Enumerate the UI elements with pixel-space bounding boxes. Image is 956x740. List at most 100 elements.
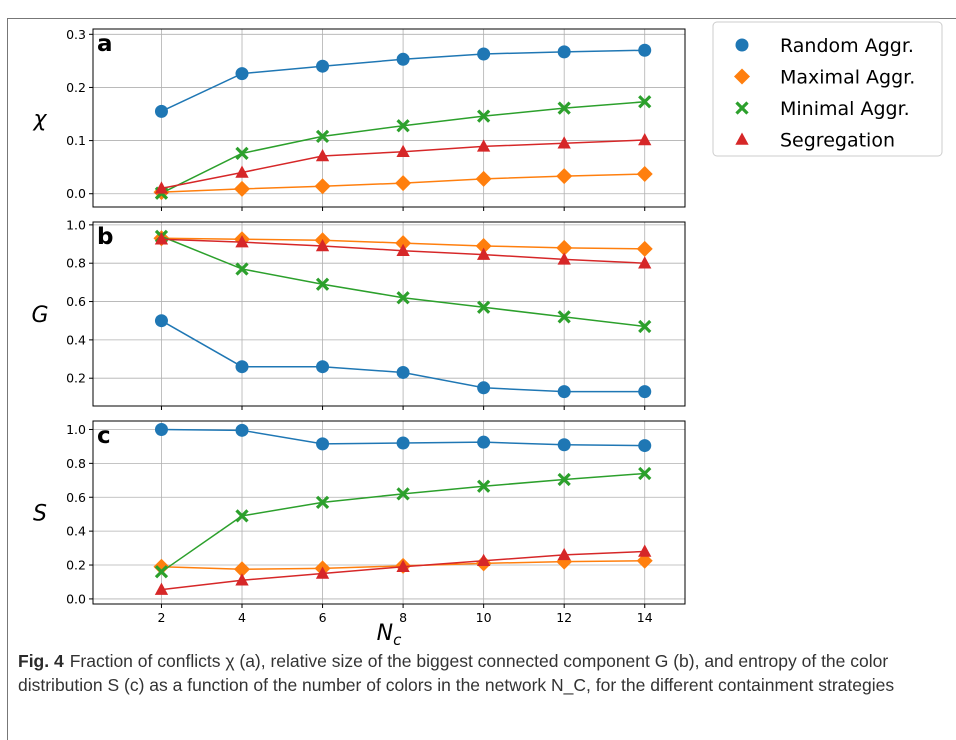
data-point-segregation [638,133,652,146]
legend-marker-minimal [735,101,749,115]
data-point-segregation [396,243,410,256]
y-tick-label: 0.6 [66,490,86,505]
data-point-segregation [557,136,571,149]
data-point-minimal [638,95,652,109]
y-tick-label: 0.2 [66,371,86,386]
data-point-random [477,47,491,61]
x-tick-label: 10 [476,610,492,625]
data-point-segregation [638,256,652,269]
data-point-minimal [154,565,169,579]
data-point-random [638,385,652,399]
data-point-segregation [476,139,491,152]
data-point-minimal [315,129,330,143]
legend: Random Aggr. Maximal Aggr. Minimal Aggr. Se… [712,21,943,157]
legend-item-minimal: Minimal Aggr. [735,98,910,120]
y-tick-label: 0.4 [66,524,86,539]
data-point-minimal [638,466,652,481]
caption-figure-label: Fig. 4 [18,651,64,671]
data-point-random [477,435,491,449]
data-point-random [154,422,168,436]
data-point-minimal [557,310,571,324]
legend-marker-segregation [735,132,749,145]
legend-label-segregation: Segregation [780,130,895,152]
data-point-segregation [476,247,491,260]
panel-label: c [97,423,111,449]
data-point-maximal [153,558,170,575]
data-point-random [557,438,571,452]
data-point-random [638,43,652,57]
y-tick-label: 0.8 [66,256,86,271]
data-point-random [316,59,330,73]
data-point-segregation [315,238,330,252]
data-point-random [396,365,410,379]
data-point-minimal [477,109,491,123]
data-point-minimal [477,479,491,493]
x-tick-label: 4 [238,610,246,625]
data-point-maximal [395,175,412,192]
data-point-maximal [475,170,492,187]
data-point-random [396,436,410,450]
y-tick-label: 0.0 [66,591,86,606]
data-point-segregation [557,252,571,265]
data-point-maximal [314,178,331,195]
data-point-maximal [636,166,653,183]
data-point-minimal [315,495,330,509]
y-tick-label: 1.0 [66,217,86,232]
data-point-segregation [396,559,410,572]
data-point-segregation [154,232,169,245]
data-point-minimal [477,300,491,314]
data-point-maximal [234,561,251,578]
y-tick-label: 0.2 [66,80,86,95]
data-point-random [154,314,168,328]
data-point-random [235,423,249,437]
data-point-random [557,385,571,399]
caption-text: Fraction of conflicts χ (a), relative si… [18,651,895,695]
data-point-maximal [234,180,251,197]
panel-label: a [97,31,113,57]
legend-item-segregation: Segregation [735,130,895,152]
data-point-maximal [556,239,573,256]
data-point-maximal [636,240,653,257]
chart-canvas: 0.0 0.1 0.2 0.3 a χ 0.2 0.4 0.6 0.8 1.0 b G 0.0 0.2 0.4… [31,21,943,649]
data-point-minimal [396,487,410,501]
y-tick-label: 0.6 [66,294,86,309]
data-point-random [235,67,249,81]
legend-label-maximal: Maximal Aggr. [780,67,915,89]
data-point-segregation [235,235,249,248]
figure-frame-top-border [7,18,956,19]
legend-item-random: Random Aggr. [735,35,914,57]
data-point-maximal [395,235,412,252]
data-point-random [235,360,249,374]
y-axis-label: S [33,502,47,527]
panel-c: 0.0 0.2 0.4 0.6 0.8 1.0 2 4 6 8 10 12 14 c S [33,420,686,625]
legend-label-random: Random Aggr. [780,35,914,57]
data-point-segregation [396,144,410,157]
figure-frame-left-border [7,18,8,740]
y-tick-label: 0.4 [66,332,86,347]
legend-item-maximal: Maximal Aggr. [734,67,915,89]
data-point-random [638,439,652,453]
data-point-segregation [154,181,169,194]
figure-caption: Fig. 4 Fraction of conflicts χ (a), relat… [18,650,948,697]
data-point-minimal [235,146,249,160]
data-point-minimal [557,472,571,487]
x-tick-label: 2 [157,610,165,625]
y-tick-label: 0.8 [66,456,86,471]
x-tick-label: 12 [556,610,572,625]
data-point-random [557,45,571,59]
data-point-minimal [315,277,330,291]
axes-frame [92,28,686,208]
data-point-maximal [475,237,492,254]
y-tick-label: 0.2 [66,558,86,573]
panel-b: 0.2 0.4 0.6 0.8 1.0 b G [31,217,686,410]
x-tick-label: 6 [319,610,327,625]
y-tick-label: 1.0 [66,422,86,437]
y-tick-label: 0.3 [66,27,86,42]
legend-marker-random [735,38,749,52]
data-point-segregation [476,553,491,567]
data-point-segregation [557,547,571,561]
x-tick-label: 8 [399,610,407,625]
x-tick-label: 14 [637,610,653,625]
data-point-minimal [638,319,652,334]
